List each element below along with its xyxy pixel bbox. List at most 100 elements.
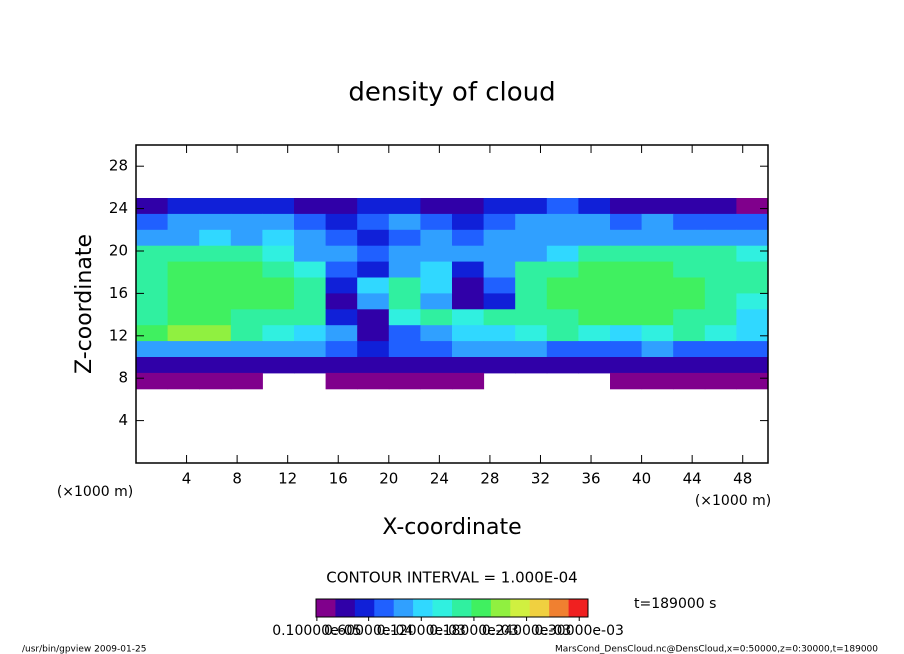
heatmap-cell — [483, 325, 516, 342]
heatmap-cell — [325, 293, 358, 310]
heatmap-cell — [546, 357, 579, 374]
colorbar-tick-label: 0.10000e-05 — [272, 623, 361, 639]
heatmap-cell — [578, 261, 611, 278]
x-tick-label: 28 — [480, 470, 499, 488]
heatmap-cell — [578, 325, 611, 342]
heatmap-cell — [736, 261, 769, 278]
heatmap-cell — [199, 213, 232, 231]
heatmap-cell — [388, 229, 421, 247]
heatmap-cell — [388, 277, 421, 294]
heatmap-cell — [578, 341, 611, 358]
heatmap-cell — [673, 277, 706, 294]
heatmap-cell — [546, 198, 579, 215]
y-tick-label: 8 — [118, 369, 128, 387]
heatmap-cell — [136, 357, 169, 374]
heatmap-cell — [262, 357, 295, 374]
heatmap-cell — [136, 372, 169, 390]
y-tick-label: 16 — [109, 284, 128, 302]
heatmap-cell — [610, 309, 643, 326]
time-label: t=189000 s — [634, 596, 716, 612]
heatmap-cell — [515, 229, 548, 247]
heatmap-cell — [357, 293, 390, 310]
heatmap-cell — [578, 277, 611, 294]
heatmap-cell — [673, 341, 706, 358]
heatmap-cell — [420, 325, 453, 342]
heatmap-cell — [673, 213, 706, 231]
colorbar-tick-label: 0.18000e-03 — [429, 623, 518, 639]
plot-frame — [135, 144, 769, 464]
heatmap-cell — [704, 341, 737, 358]
heatmap-cell — [388, 357, 421, 374]
heatmap-cell — [136, 277, 169, 294]
heatmap-cell — [641, 213, 674, 231]
heatmap-cell — [262, 229, 295, 247]
heatmap-cell — [673, 372, 706, 390]
heatmap-cell — [610, 357, 643, 374]
heatmap-cell — [420, 341, 453, 358]
x-tick-label: 20 — [379, 470, 398, 488]
heatmap-cell — [452, 357, 485, 374]
colorbar-swatch — [374, 599, 395, 617]
heatmap-cell — [610, 229, 643, 247]
heatmap-cell — [230, 261, 263, 278]
colorbar-tick-label: 0.30000e-03 — [535, 623, 624, 639]
heatmap-cell — [736, 341, 769, 358]
heatmap-cell — [388, 245, 421, 263]
heatmap-cell — [294, 293, 327, 310]
heatmap-cell — [136, 198, 169, 215]
heatmap-cell — [262, 261, 295, 278]
heatmap-cell — [136, 325, 169, 342]
heatmap-cell — [167, 229, 200, 247]
heatmap-cell — [230, 372, 263, 390]
heatmap-cell — [452, 245, 485, 263]
heatmap-cell — [673, 357, 706, 374]
heatmap-cell — [136, 341, 169, 358]
heatmap-cell — [325, 213, 358, 231]
colorbar-swatch — [335, 599, 356, 617]
heatmap-cell — [515, 325, 548, 342]
heatmap-cell — [167, 245, 200, 263]
heatmap-cell — [388, 198, 421, 215]
heatmap-cell — [199, 309, 232, 326]
heatmap-cell — [452, 229, 485, 247]
heatmap-cell — [546, 309, 579, 326]
x-tick-label: 36 — [581, 470, 600, 488]
heatmap-cell — [546, 261, 579, 278]
heatmap-cell — [420, 277, 453, 294]
heatmap-cell — [641, 325, 674, 342]
heatmap-cell — [420, 261, 453, 278]
heatmap-cell — [704, 372, 737, 390]
heatmap-cell — [610, 213, 643, 231]
colorbar-swatch — [316, 599, 336, 617]
heatmap-cell — [483, 309, 516, 326]
heatmap-cell — [483, 293, 516, 310]
heatmap-cell — [388, 261, 421, 278]
heatmap-cell — [704, 261, 737, 278]
heatmap-cell — [736, 245, 769, 263]
heatmap-cell — [704, 198, 737, 215]
heatmap-cell — [199, 245, 232, 263]
y-tick-label: 20 — [109, 242, 128, 260]
heatmap-cell — [388, 325, 421, 342]
x-axis-unit: (×1000 m) — [695, 493, 771, 509]
heatmap-cell — [199, 277, 232, 294]
heatmap-cell — [325, 245, 358, 263]
heatmap-cell — [641, 309, 674, 326]
heatmap-cell — [673, 325, 706, 342]
heatmap-cell — [294, 309, 327, 326]
heatmap-cell — [167, 341, 200, 358]
heatmap-cell — [357, 277, 390, 294]
heatmap-cell — [262, 325, 295, 342]
heatmap-cell — [230, 309, 263, 326]
heatmap-cell — [230, 325, 263, 342]
heatmap-cell — [230, 198, 263, 215]
heatmap-cell — [736, 325, 769, 342]
heatmap-cell — [388, 372, 421, 390]
footer-left: /usr/bin/gpview 2009-01-25 — [22, 645, 146, 654]
heatmap-cell — [294, 357, 327, 374]
y-axis-label: Z-coordinate — [72, 234, 97, 374]
heatmap-cell — [325, 261, 358, 278]
heatmap-cell — [546, 245, 579, 263]
heatmap-cell — [610, 261, 643, 278]
